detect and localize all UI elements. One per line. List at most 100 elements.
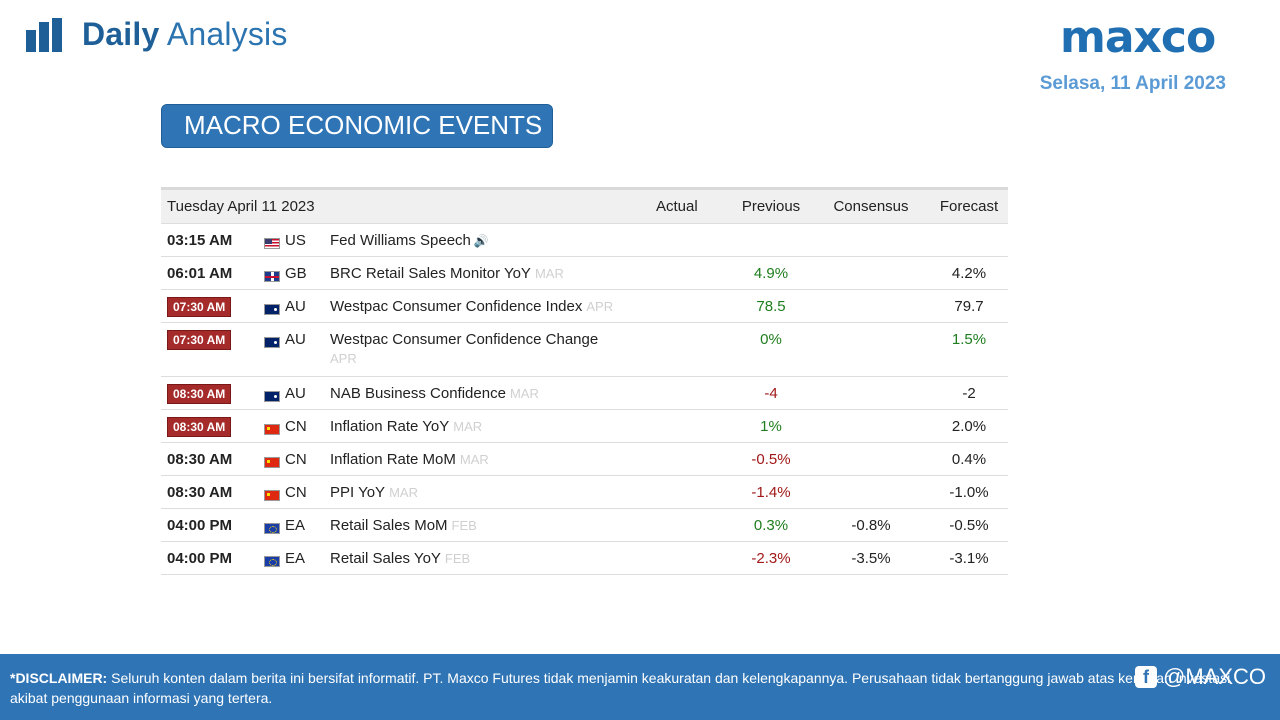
country-flag-icon [264, 454, 280, 471]
flag-icon [264, 424, 280, 435]
event-name[interactable]: Fed Williams Speech [330, 232, 471, 249]
table-row[interactable]: 06:01 AM GB BRC Retail Sales Monitor YoY MA… [161, 256, 1008, 289]
table-row[interactable]: 03:15 AM US Fed Williams Speech 🔊 [161, 223, 1008, 256]
speaker-icon: 🔊 [473, 234, 489, 248]
disclaimer-label: *DISCLAIMER: [10, 670, 108, 686]
event-time: 08:30 AM [167, 451, 232, 468]
time-label: 08:30 AM [167, 451, 233, 468]
event-name-cell[interactable]: Inflation Rate YoY MAR [330, 418, 482, 435]
event-name-cell[interactable]: Inflation Rate MoM MAR [330, 451, 489, 468]
maxco-logo: maxco [1060, 12, 1216, 63]
event-period: APR [330, 351, 357, 366]
header-actual: Actual [656, 198, 698, 215]
event-name-cell[interactable]: Fed Williams Speech 🔊 [330, 232, 489, 249]
brand-title-light: Analysis [166, 16, 288, 52]
event-time: 03:15 AM [167, 232, 232, 249]
event-time: 04:00 PM [167, 550, 232, 567]
table-row[interactable]: 04:00 PM EA Retail Sales YoY FEB -2.3% -3.5% -… [161, 541, 1008, 575]
event-time: 07:30 AM [167, 330, 232, 350]
event-period: MAR [459, 452, 489, 467]
event-name[interactable]: Inflation Rate MoM [330, 451, 456, 468]
time-label: 04:00 PM [167, 550, 233, 567]
country-flag-icon [264, 268, 280, 285]
country-code: AU [285, 331, 306, 348]
table-row[interactable]: 07:30 AM AU Westpac Consumer Confidence Ch… [161, 322, 1008, 376]
event-name-cell[interactable]: Westpac Consumer Confidence Change APR [330, 331, 598, 366]
forecast-value: -1.0% [949, 484, 989, 501]
facebook-icon[interactable]: f [1134, 666, 1157, 688]
forecast-value: -2 [962, 385, 976, 402]
flag-icon [264, 391, 280, 402]
social-handle[interactable]: @MAXCO [1162, 664, 1266, 689]
event-period: FEB [444, 551, 471, 566]
table-row[interactable]: 08:30 AM CN Inflation Rate YoY MAR 1% 2.0% [161, 409, 1008, 442]
disclaimer-text: Seluruh konten dalam berita ini bersifat… [10, 670, 1231, 706]
social-links: f @MAXCO [1134, 664, 1266, 690]
forecast-value: 79.7 [954, 298, 984, 315]
forecast-value: -3.1% [949, 550, 989, 567]
time-label: 04:00 PM [167, 517, 233, 534]
event-name-cell[interactable]: Westpac Consumer Confidence Index APR [330, 298, 613, 315]
country-flag-icon [264, 388, 280, 405]
table-row[interactable]: 07:30 AM AU Westpac Consumer Confidence In… [161, 289, 1008, 322]
event-time: 07:30 AM [167, 297, 232, 317]
event-name-cell[interactable]: PPI YoY MAR [330, 484, 418, 501]
event-name[interactable]: Westpac Consumer Confidence Change [330, 331, 599, 348]
event-name[interactable]: NAB Business Confidence [330, 385, 506, 402]
event-period: MAR [534, 266, 564, 281]
previous-value: 0.3% [753, 517, 789, 534]
table-row[interactable]: 04:00 PM EA Retail Sales MoM FEB 0.3% -0.8% -0… [161, 508, 1008, 541]
table-row[interactable]: 08:30 AM AU NAB Business Confidence MAR -4 -2 [161, 376, 1008, 409]
table-row[interactable]: 08:30 AM CN Inflation Rate MoM MAR -0.5% 0.4% [161, 442, 1008, 475]
time-label: 03:15 AM [167, 232, 233, 249]
previous-value: -1.4% [751, 484, 791, 501]
event-name[interactable]: BRC Retail Sales Monitor YoY [330, 265, 531, 282]
previous-value: 1% [760, 418, 782, 435]
brand-title: Daily Analysis [82, 16, 288, 53]
previous-value: -0.5% [751, 451, 791, 468]
table-header: Tuesday April 11 2023 Actual Previous Co… [161, 187, 1008, 223]
country-flag-icon [264, 520, 280, 537]
forecast-value: 4.2% [951, 265, 987, 282]
time-label: 06:01 AM [167, 265, 233, 282]
high-impact-time-badge: 08:30 AM [167, 384, 232, 404]
event-time: 08:30 AM [167, 484, 232, 501]
previous-value: 0% [760, 331, 782, 348]
report-date: Selasa, 11 April 2023 [1039, 73, 1226, 94]
event-name[interactable]: Westpac Consumer Confidence Index [330, 298, 583, 315]
country-code: US [285, 232, 306, 249]
event-name-cell[interactable]: BRC Retail Sales Monitor YoY MAR [330, 265, 564, 282]
flag-icon [264, 238, 280, 249]
forecast-value: 0.4% [951, 451, 987, 468]
section-title: MACRO ECONOMIC EVENTS [161, 104, 553, 148]
flag-icon [264, 556, 280, 567]
table-row[interactable]: 08:30 AM CN PPI YoY MAR -1.4% -1.0% [161, 475, 1008, 508]
header-consensus: Consensus [833, 198, 909, 215]
event-time: 08:30 AM [167, 417, 232, 437]
previous-value: -2.3% [751, 550, 791, 567]
high-impact-time-badge: 08:30 AM [167, 417, 232, 437]
country-flag-icon [264, 235, 280, 252]
country-code: AU [285, 385, 306, 402]
forecast-value: 1.5% [951, 331, 987, 348]
flag-icon [264, 304, 280, 315]
event-name-cell[interactable]: Retail Sales YoY FEB [330, 550, 470, 567]
high-impact-time-badge: 07:30 AM [167, 330, 232, 350]
economic-events-table: Tuesday April 11 2023 Actual Previous Co… [161, 187, 1008, 575]
event-time: 06:01 AM [167, 265, 232, 282]
event-period: MAR [509, 386, 539, 401]
forecast-value: -0.5% [949, 517, 989, 534]
event-name-cell[interactable]: NAB Business Confidence MAR [330, 385, 539, 402]
disclaimer-footer: *DISCLAIMER: Seluruh konten dalam berita… [0, 654, 1280, 720]
country-flag-icon [264, 421, 280, 438]
event-name[interactable]: PPI YoY [330, 484, 386, 501]
country-code: EA [285, 550, 306, 567]
event-name[interactable]: Retail Sales MoM [330, 517, 448, 534]
event-name[interactable]: Retail Sales YoY [330, 550, 441, 567]
event-name-cell[interactable]: Retail Sales MoM FEB [330, 517, 477, 534]
country-flag-icon [264, 334, 280, 351]
event-name[interactable]: Inflation Rate YoY [330, 418, 450, 435]
country-flag-icon [264, 487, 280, 504]
event-period: MAR [453, 419, 483, 434]
header-date: Tuesday April 11 2023 [167, 198, 315, 215]
